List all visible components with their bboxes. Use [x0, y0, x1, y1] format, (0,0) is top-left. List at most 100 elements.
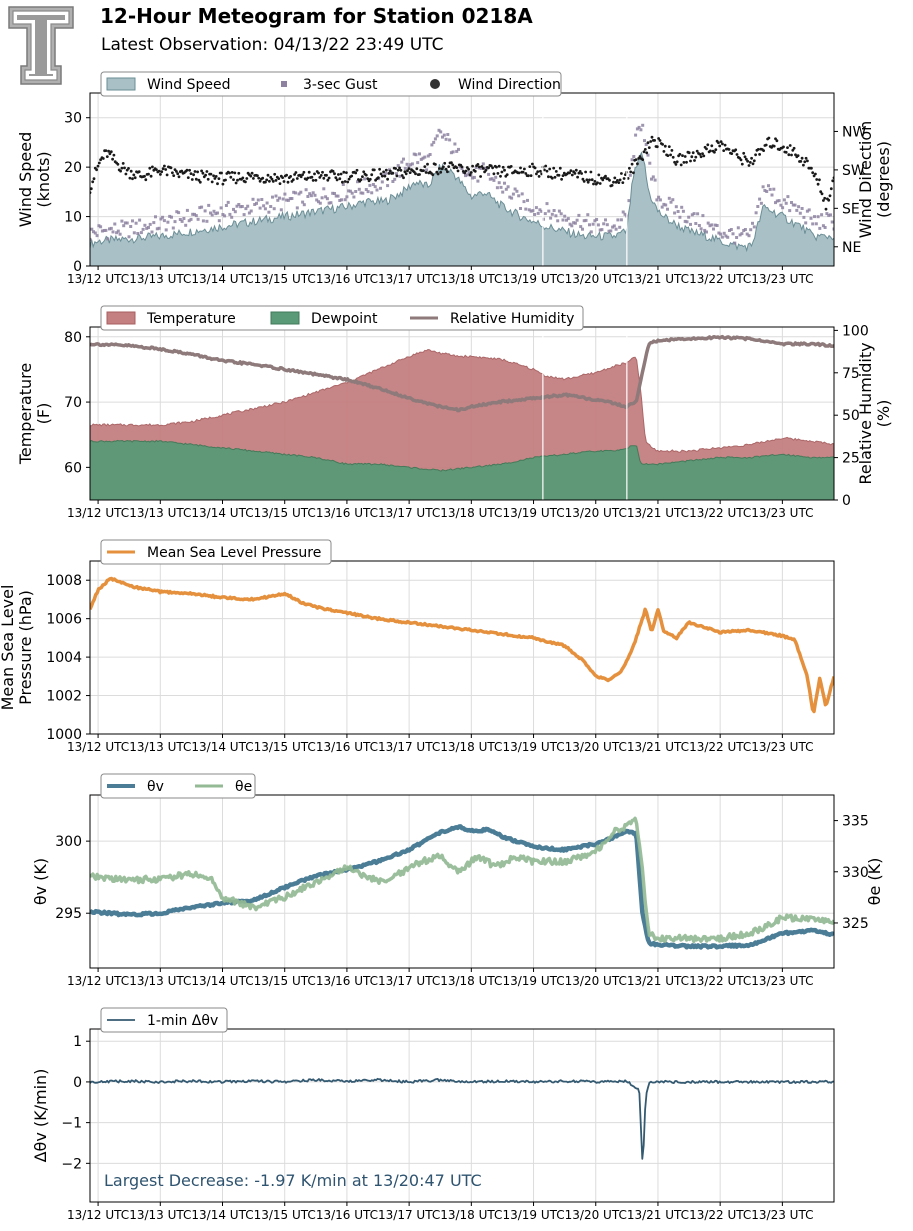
gust-point: [387, 168, 391, 172]
legend: 1-min Δθv: [100, 1007, 228, 1033]
gust-point: [664, 203, 668, 207]
direction-point: [592, 182, 595, 186]
direction-point: [408, 171, 412, 175]
gust-point: [579, 225, 583, 229]
direction-point: [521, 170, 525, 174]
gust-point: [414, 153, 418, 157]
direction-point: [828, 194, 832, 198]
gust-point: [122, 224, 126, 228]
direction-point: [359, 178, 363, 182]
gust-point: [584, 218, 588, 222]
legend-item-wind-direction-swatch: [430, 79, 440, 89]
gust-point: [728, 229, 731, 232]
direction-point: [376, 176, 380, 180]
gust-point: [357, 187, 361, 191]
gust-point: [619, 218, 623, 222]
gust-point: [781, 206, 785, 210]
direction-point: [497, 164, 501, 168]
x-tick-label: 13/13 UTC: [129, 1208, 191, 1222]
direction-point: [767, 136, 771, 140]
gust-point: [263, 207, 267, 211]
direction-point: [467, 167, 470, 171]
direction-point: [674, 163, 678, 166]
gust-point: [269, 205, 273, 208]
gust-point: [232, 207, 235, 211]
gust-point: [304, 188, 308, 192]
direction-point: [719, 140, 723, 144]
direction-point: [285, 173, 288, 177]
gust-point: [457, 147, 460, 151]
gust-point: [814, 222, 818, 226]
direction-point: [499, 174, 502, 178]
gust-point: [683, 219, 687, 223]
gust-point: [425, 168, 429, 172]
direction-point: [204, 173, 208, 177]
direction-point: [746, 159, 749, 163]
gust-point: [334, 194, 338, 198]
x-tick-label: 13/18 UTC: [440, 740, 502, 754]
gust-point: [674, 205, 678, 209]
legend-frame: [100, 305, 584, 331]
gust-point: [738, 233, 742, 237]
x-tick-label: 13/18 UTC: [440, 974, 502, 988]
gust-point: [410, 162, 414, 166]
direction-point: [451, 163, 455, 167]
direction-point: [245, 177, 249, 180]
panel-wind: 13/12 UTC 13/13 UTC 13/14 UTC 13/15 UTC 13/1…: [16, 71, 893, 286]
direction-point: [380, 174, 384, 178]
gust-point: [651, 175, 655, 179]
direction-point: [547, 175, 550, 179]
legend-frame: [100, 1007, 228, 1033]
direction-point: [436, 172, 440, 176]
panel-thermo: 13/12 UTC 13/13 UTC 13/14 UTC 13/15 UTC 13/1…: [16, 305, 893, 520]
direction-point: [438, 167, 441, 170]
gust-point: [614, 227, 618, 231]
gust-point: [611, 225, 615, 229]
y2-tick-label: 325: [842, 916, 869, 932]
gust-point: [212, 209, 216, 213]
direction-point: [299, 175, 303, 179]
gust-point: [632, 155, 636, 158]
gust-point: [437, 128, 441, 132]
gust-point: [488, 177, 492, 181]
gust-point: [418, 152, 421, 156]
direction-point: [157, 169, 161, 173]
direction-point: [289, 175, 292, 178]
direction-point: [241, 176, 245, 180]
gust-point: [458, 165, 462, 169]
direction-point: [180, 169, 184, 173]
direction-point: [548, 167, 552, 171]
direction-point: [265, 178, 269, 182]
gust-point: [761, 185, 765, 189]
legend-item-wind-speed-swatch: [106, 77, 136, 91]
direction-point: [334, 176, 338, 180]
gust-point: [503, 181, 506, 185]
direction-point: [221, 182, 225, 186]
gust-point: [767, 184, 770, 188]
gust-point: [561, 218, 565, 222]
direction-point: [792, 146, 796, 150]
gust-point: [805, 209, 809, 213]
gust-point: [224, 204, 228, 207]
gust-point: [598, 228, 602, 232]
direction-point: [131, 177, 134, 181]
y-axis-label: Temperature(F): [16, 363, 53, 465]
gust-point: [109, 226, 113, 230]
y-tick-label: 1000: [46, 727, 82, 743]
gust-point: [566, 217, 570, 221]
gust-point: [765, 190, 769, 193]
direction-point: [786, 146, 789, 150]
gust-point: [591, 222, 595, 226]
gust-point: [294, 191, 297, 195]
gust-point: [315, 198, 319, 202]
direction-point: [632, 171, 635, 175]
direction-point: [209, 172, 213, 176]
direction-point: [714, 148, 718, 152]
direction-point: [149, 174, 153, 178]
x-tick-label: 13/15 UTC: [254, 974, 316, 988]
direction-point: [244, 180, 247, 184]
gust-point: [770, 193, 774, 197]
direction-point: [590, 178, 594, 182]
y-tick-label: 0: [73, 1075, 82, 1091]
gust-point: [400, 160, 404, 164]
